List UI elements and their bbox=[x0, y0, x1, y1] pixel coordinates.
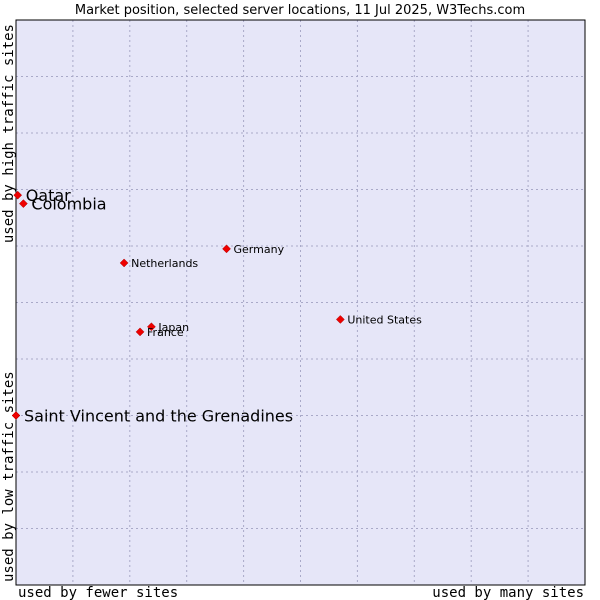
x-axis-label-right: used by many sites bbox=[432, 585, 584, 600]
point-label-united-states: United States bbox=[347, 313, 422, 326]
y-axis-label-high: used by high traffic sites bbox=[1, 24, 17, 243]
point-marker-france bbox=[135, 327, 145, 337]
y-axis-label-low: used by low traffic sites bbox=[1, 371, 17, 582]
chart-title: Market position, selected server locatio… bbox=[75, 3, 525, 18]
point-marker-netherlands bbox=[119, 258, 129, 268]
point-marker-germany bbox=[222, 244, 231, 254]
point-label-japan: Japan bbox=[157, 321, 189, 334]
plot-border bbox=[15, 19, 586, 586]
x-axis-label-left: used by fewer sites bbox=[18, 585, 178, 600]
point-label-colombia: Colombia bbox=[31, 195, 106, 214]
point-marker-japan bbox=[147, 322, 156, 332]
point-label-saint-vincent-and-the-grenadines: Saint Vincent and the Grenadines bbox=[24, 407, 293, 426]
point-marker-colombia bbox=[19, 199, 28, 208]
point-label-netherlands: Netherlands bbox=[131, 257, 198, 270]
point-marker-saint-vincent-and-the-grenadines bbox=[11, 411, 21, 420]
point-label-qatar: Qatar bbox=[26, 186, 71, 205]
point-marker-united-states bbox=[335, 315, 345, 324]
point-label-france: France bbox=[147, 326, 184, 339]
grid-lines bbox=[16, 20, 585, 585]
point-marker-qatar bbox=[13, 190, 23, 200]
point-label-germany: Germany bbox=[234, 243, 285, 256]
